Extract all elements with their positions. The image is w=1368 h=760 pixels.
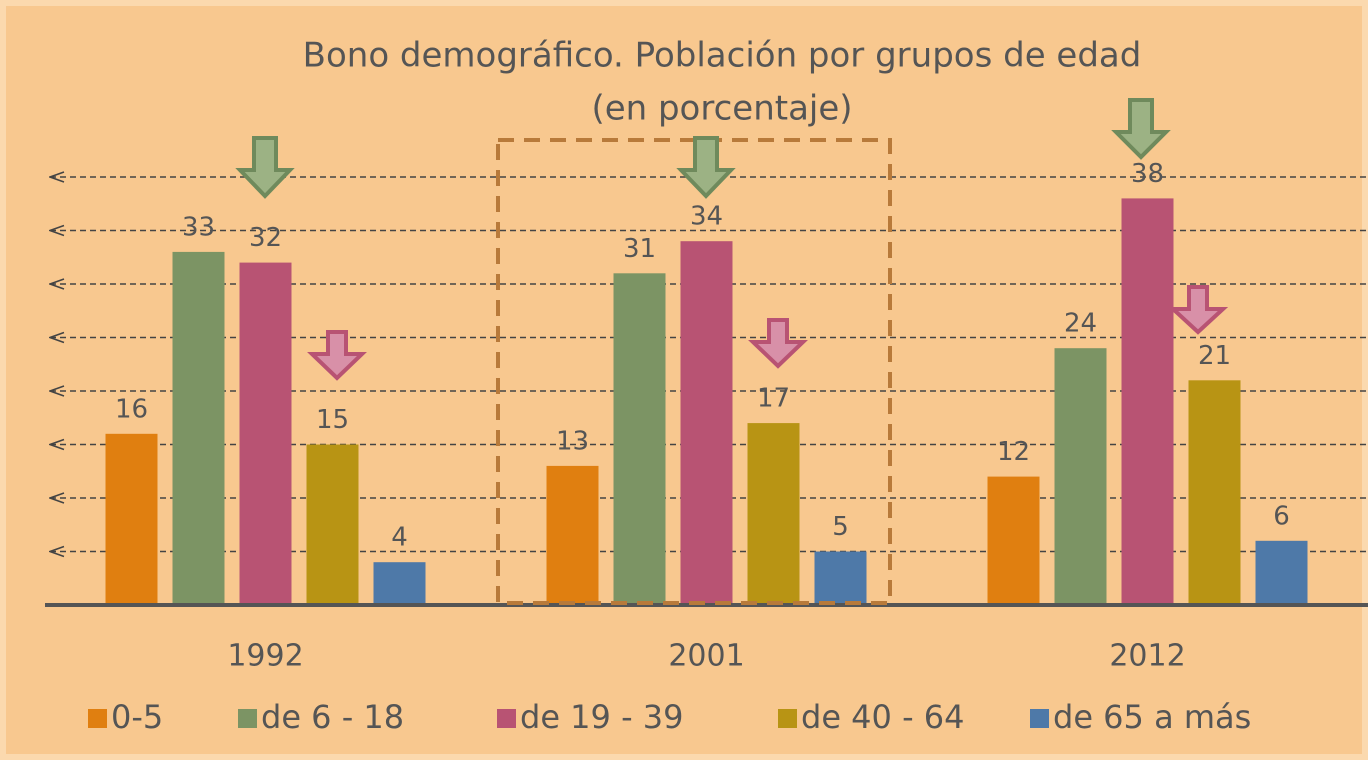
- legend-swatch: [88, 709, 107, 728]
- x-tick-label: 1992: [227, 639, 303, 674]
- decorations: [235, 98, 1229, 605]
- bar: [1054, 348, 1107, 605]
- bar: [1255, 540, 1308, 605]
- legend-label: de 40 - 64: [801, 698, 965, 736]
- bar: [546, 465, 599, 605]
- data-label: 38: [1131, 159, 1164, 189]
- pink-arrow: [1167, 285, 1229, 335]
- bar: [1121, 198, 1174, 605]
- bar: [680, 241, 733, 605]
- bar: [613, 273, 666, 605]
- bar: [814, 551, 867, 605]
- data-label: 34: [690, 202, 723, 232]
- chart-title: Bono demográfico. Población por grupos d…: [303, 36, 1142, 76]
- legend-label: de 65 a más: [1053, 698, 1251, 736]
- data-label: 32: [249, 223, 282, 253]
- bar: [373, 562, 426, 605]
- bar: [239, 262, 292, 605]
- data-label: 17: [757, 384, 790, 414]
- legend-label: 0-5: [111, 698, 163, 736]
- data-label: 16: [115, 394, 148, 424]
- data-label: 33: [182, 212, 215, 242]
- legend-label: de 6 - 18: [261, 698, 404, 736]
- legend-label: de 19 - 39: [520, 698, 684, 736]
- green-arrow: [235, 136, 295, 199]
- chart-subtitle: (en porcentaje): [591, 89, 852, 129]
- data-label: 24: [1064, 309, 1097, 339]
- data-label: 12: [997, 437, 1030, 467]
- green-arrow: [1111, 98, 1171, 160]
- bar: [1188, 380, 1241, 605]
- legend-swatch: [1030, 709, 1049, 728]
- data-label: 13: [556, 426, 589, 456]
- data-label: 5: [832, 512, 849, 542]
- legend-swatch: [778, 709, 797, 728]
- legend-swatch: [238, 709, 257, 728]
- bar: [172, 251, 225, 605]
- bar: [306, 444, 359, 605]
- data-label: 6: [1273, 501, 1290, 531]
- x-tick-label: 2001: [668, 639, 744, 674]
- bar: [987, 476, 1040, 605]
- data-label: 4: [391, 523, 408, 553]
- pink-arrow: [307, 330, 367, 381]
- data-label: 31: [623, 234, 656, 264]
- data-label: 21: [1198, 341, 1231, 371]
- bar: [747, 423, 800, 605]
- data-label: 15: [316, 405, 349, 435]
- green-arrow: [676, 136, 736, 199]
- pink-arrow: [748, 318, 808, 369]
- bar: [105, 433, 158, 605]
- legend-swatch: [497, 709, 516, 728]
- x-tick-label: 2012: [1109, 639, 1185, 674]
